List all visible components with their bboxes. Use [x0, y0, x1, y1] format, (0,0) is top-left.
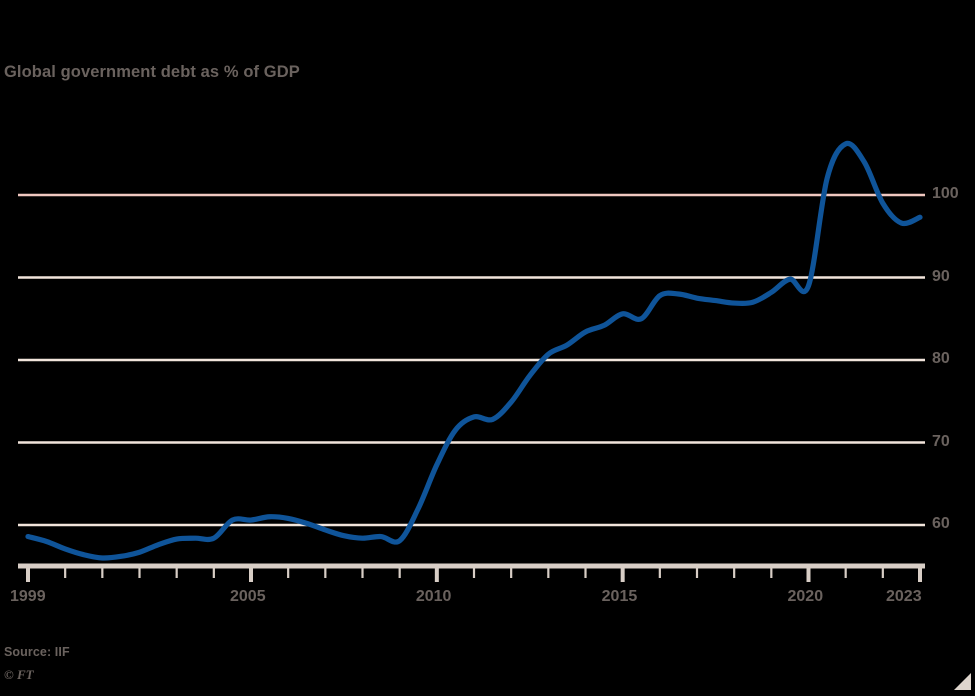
- y-axis-label-60: 60: [932, 515, 950, 532]
- gridlines-group: [18, 193, 925, 527]
- chart-title: Global government debt as % of GDP: [4, 63, 300, 81]
- data-series-group: [25, 140, 923, 561]
- y-axis-label-100: 100: [932, 185, 959, 202]
- y-axis-label-80: 80: [932, 350, 950, 367]
- x-axis-label-2005: 2005: [230, 588, 266, 605]
- y-axis-label-90: 90: [932, 267, 950, 285]
- source-note: Source: IIF: [4, 645, 70, 659]
- ft-corner-triangle-icon: [954, 673, 971, 690]
- x-axis-label-2010: 2010: [415, 588, 452, 605]
- x-axis-ticks-group: [26, 566, 922, 582]
- x-axis-label-1999: 1999: [10, 588, 46, 605]
- ft-credit: © FT: [4, 667, 34, 682]
- plot-area: 100 90 80 70 60 1999 2005 2010 2015 2020 2023: [10, 140, 959, 605]
- plot-svg: [18, 140, 925, 582]
- x-axis-label-2020: 2020: [787, 588, 824, 605]
- series-line-0: [25, 140, 923, 561]
- x-axis-label-2015: 2015: [601, 588, 638, 605]
- x-axis-label-2023: 2023: [886, 588, 922, 605]
- y-axis-label-70: 70: [932, 432, 950, 450]
